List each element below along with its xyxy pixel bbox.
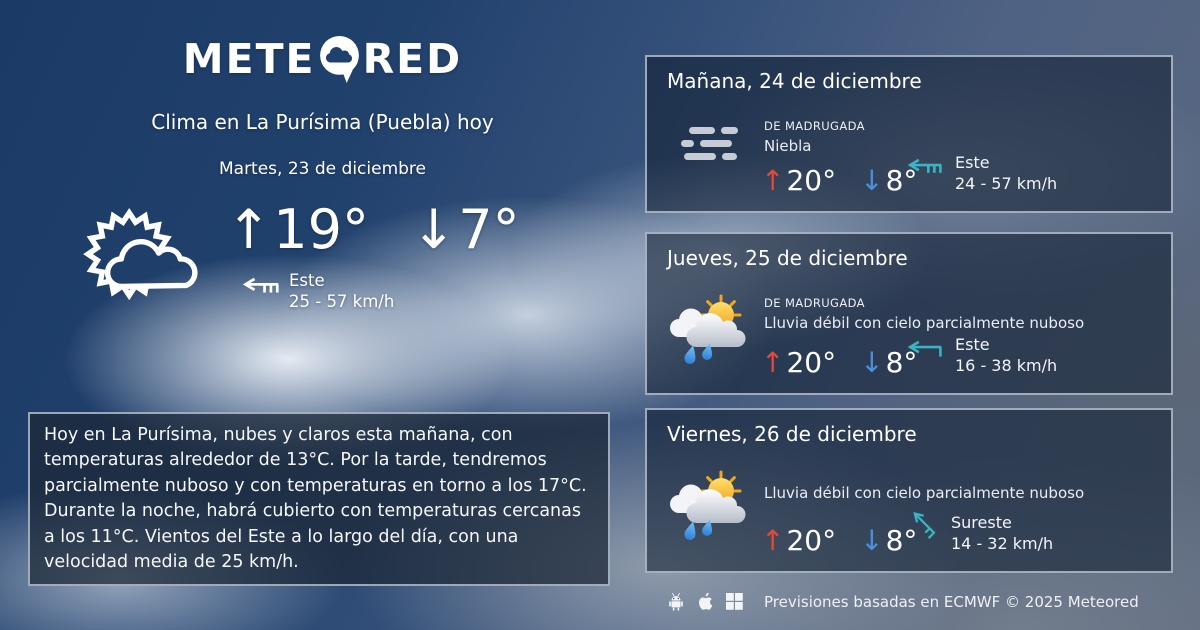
temp-max-value: 20°	[786, 164, 837, 197]
wind-speed: 14 - 32 km/h	[951, 534, 1054, 554]
forecast-card-friday: Viernes, 26 de diciembre Lluvia débil co…	[645, 408, 1173, 573]
temp-max-arrow-icon: ↑	[761, 524, 785, 557]
time-of-day-label: DE MADRUGADA	[764, 296, 865, 310]
time-of-day-label: DE MADRUGADA	[764, 119, 865, 133]
sun-behind-cloud-icon	[83, 207, 198, 300]
page-title: Clima en La Purísima (Puebla) hoy	[151, 110, 494, 134]
forecast-card-title: Viernes, 26 de diciembre	[667, 422, 917, 446]
current-conditions: ↑ 19° ↓ 7° Este 25 - 57 km/h	[82, 203, 520, 312]
forecast-temperatures: ↑ 20° ↓ 8°	[761, 349, 917, 377]
temp-max-value: 20°	[786, 346, 837, 379]
wind-barb-icon	[242, 277, 279, 293]
rain-with-sun-icon	[667, 290, 751, 368]
apple-icon	[699, 592, 713, 610]
forecast-card-tomorrow: Mañana, 24 de diciembre DE MADRUGADA Nie…	[645, 55, 1173, 213]
logo-cloud-bubble-icon	[319, 36, 359, 83]
temp-max-value: 19°	[273, 198, 369, 261]
temp-min-value: 8°	[885, 346, 918, 379]
current-readings: ↑ 19° ↓ 7° Este 25 - 57 km/h	[226, 203, 520, 312]
wind-barb-icon	[907, 159, 942, 174]
wind-direction: Este	[955, 335, 990, 355]
rain-with-sun-icon	[667, 466, 751, 544]
temp-max-value: 20°	[786, 524, 837, 557]
condition-description: Niebla	[764, 137, 812, 155]
wind-barb-icon	[913, 512, 936, 540]
temp-min-arrow-icon: ↓	[860, 524, 884, 557]
temp-min-value: 7°	[458, 198, 520, 261]
temp-min-arrow-icon: ↓	[860, 346, 884, 379]
temp-min-arrow-icon: ↓	[860, 164, 884, 197]
logo-text-left: METE	[182, 35, 316, 83]
current-temperatures: ↑ 19° ↓ 7°	[226, 203, 520, 257]
footer: Previsiones basadas en ECMWF © 2025 Mete…	[668, 592, 1139, 611]
wind-barb-icon	[907, 341, 942, 357]
attribution-text: Previsiones basadas en ECMWF © 2025 Mete…	[764, 592, 1139, 611]
condition-description: Lluvia débil con cielo parcialmente nubo…	[764, 314, 1085, 332]
forecast-wind: Sureste 14 - 32 km/h	[905, 512, 1054, 555]
temp-max-arrow-icon: ↑	[761, 346, 785, 379]
temp-min-arrow-icon: ↓	[410, 198, 457, 261]
forecast-card-title: Jueves, 25 de diciembre	[667, 246, 908, 270]
temp-min-value: 8°	[885, 164, 918, 197]
wind-direction: Este	[955, 153, 990, 173]
wind-direction: Este	[289, 271, 325, 290]
windows-icon	[726, 593, 743, 610]
forecast-card-thursday: Jueves, 25 de diciembre	[645, 232, 1173, 395]
weather-summary-box: Hoy en La Purísima, nubes y claros esta …	[28, 412, 610, 587]
date-subtitle: Martes, 23 de diciembre	[218, 159, 427, 179]
hero-section: METE RED Clima en La Purísima (Puebla) h…	[0, 0, 645, 312]
temp-max-arrow-icon: ↑	[761, 164, 785, 197]
logo-text-right: RED	[362, 35, 463, 83]
temp-min-value: 8°	[885, 524, 918, 557]
forecast-card-title: Mañana, 24 de diciembre	[667, 69, 922, 93]
wind-speed: 24 - 57 km/h	[955, 174, 1058, 194]
wind-direction: Sureste	[951, 513, 1012, 533]
temp-max-arrow-icon: ↑	[226, 198, 272, 261]
forecast-temperatures: ↑ 20° ↓ 8°	[761, 527, 917, 555]
condition-description: Lluvia débil con cielo parcialmente nubo…	[764, 484, 1085, 502]
wind-speed: 16 - 38 km/h	[955, 356, 1058, 376]
wind-speed: 25 - 57 km/h	[289, 291, 395, 311]
meteored-logo: METE RED	[183, 34, 462, 84]
weather-summary-text: Hoy en La Purísima, nubes y claros esta …	[44, 425, 587, 572]
current-wind: Este 25 - 57 km/h	[240, 271, 520, 312]
android-icon	[669, 593, 683, 611]
forecast-wind: Este 16 - 38 km/h	[905, 335, 1057, 377]
fog-icon	[667, 113, 751, 160]
forecast-temperatures: ↑ 20° ↓ 8°	[761, 167, 917, 195]
forecast-wind: Este 24 - 57 km/h	[905, 153, 1057, 195]
